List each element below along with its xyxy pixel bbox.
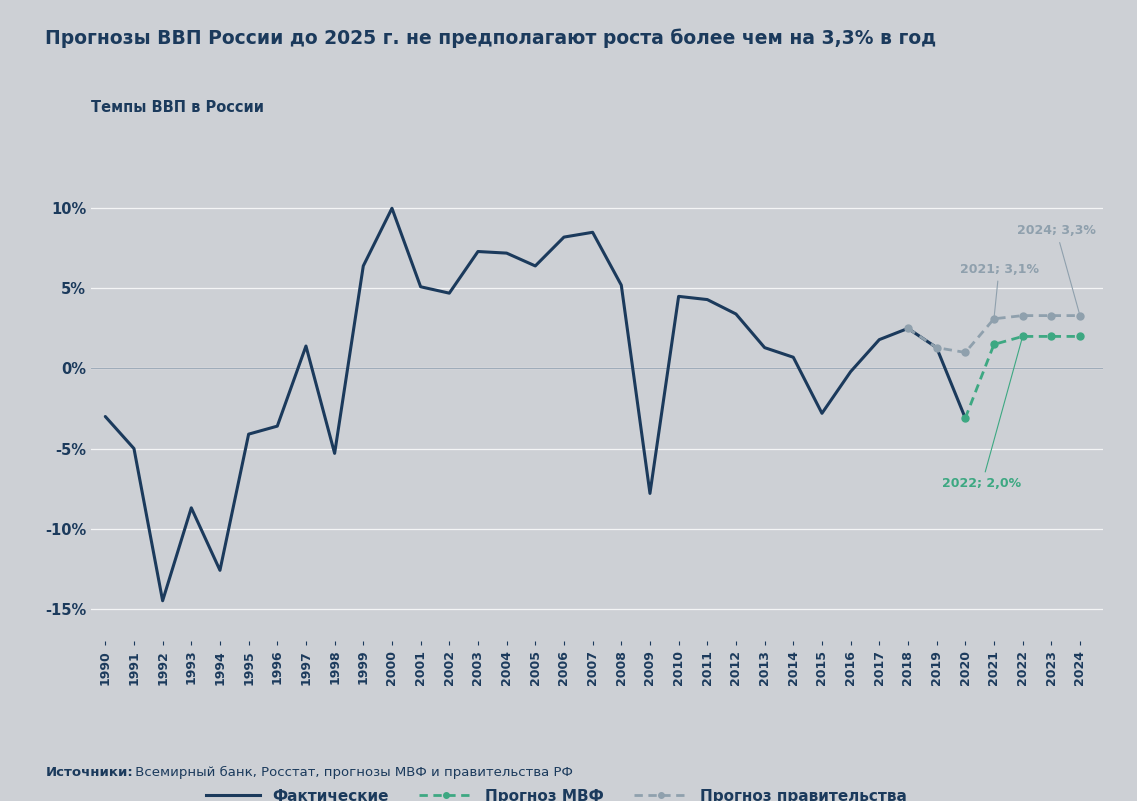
Legend: Фактические, Прогноз МВФ, Прогноз правительства: Фактические, Прогноз МВФ, Прогноз правит… (200, 783, 913, 801)
Text: 2022; 2,0%: 2022; 2,0% (943, 339, 1022, 490)
Text: Прогнозы ВВП России до 2025 г. не предполагают роста более чем на 3,3% в год: Прогнозы ВВП России до 2025 г. не предпо… (45, 28, 937, 47)
Text: Всемирный банк, Росстат, прогнозы МВФ и правительства РФ: Всемирный банк, Росстат, прогнозы МВФ и … (131, 766, 573, 779)
Text: Темпы ВВП в России: Темпы ВВП в России (91, 100, 264, 115)
Text: Источники:: Источники: (45, 766, 133, 779)
Text: 2024; 3,3%: 2024; 3,3% (1016, 224, 1096, 313)
Text: 2021; 3,1%: 2021; 3,1% (960, 263, 1038, 316)
